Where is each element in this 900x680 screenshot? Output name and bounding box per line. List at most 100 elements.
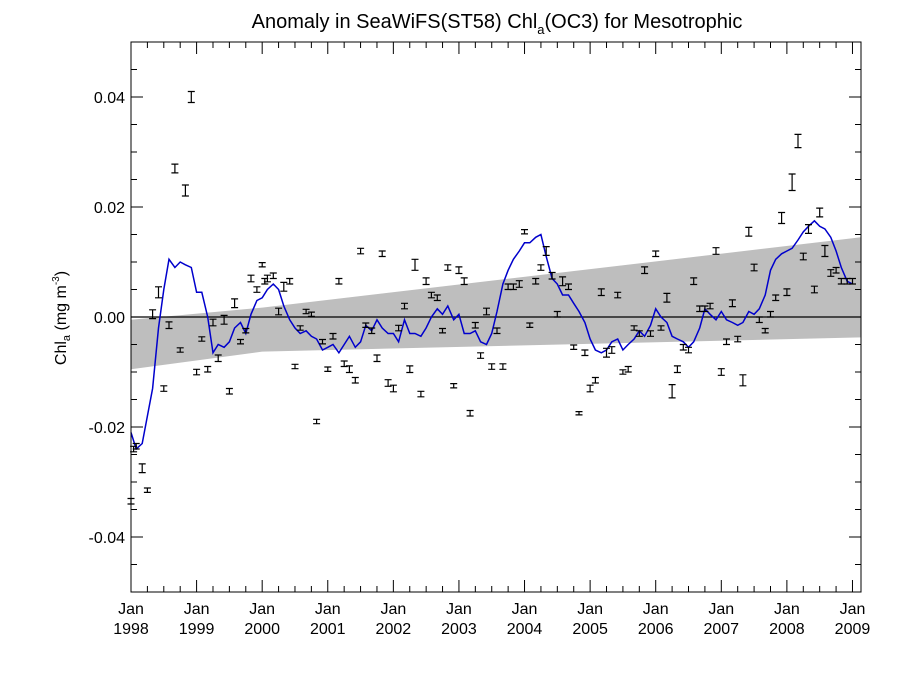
x-tick-label-year: 2007 bbox=[703, 621, 739, 638]
x-tick-label-month: Jan bbox=[315, 601, 341, 618]
data-point-errorbar bbox=[444, 264, 452, 271]
x-tick-label-year: 2006 bbox=[638, 621, 674, 638]
data-point-errorbar bbox=[483, 307, 490, 316]
x-tick-label-month: Jan bbox=[380, 601, 406, 618]
data-point-errorbar bbox=[570, 344, 578, 350]
data-point-errorbar bbox=[575, 411, 583, 416]
data-point-errorbar bbox=[728, 299, 736, 308]
data-point-errorbar bbox=[171, 163, 179, 174]
data-point-errorbar bbox=[750, 263, 758, 272]
plot-area: -0.04 -0.02 0.00 0.02 0.04 Jan 1998 Jan 1999 Jan 2… bbox=[89, 42, 870, 638]
x-tick-label-month: Jan bbox=[512, 601, 538, 618]
data-point-errorbar bbox=[269, 272, 277, 280]
data-point-errorbar bbox=[663, 292, 671, 303]
data-point-errorbar bbox=[761, 327, 769, 334]
data-point-errorbar bbox=[455, 266, 463, 275]
chart-title-prefix: Anomaly in SeaWiFS(ST58) Chl bbox=[252, 11, 538, 33]
data-point-errorbar bbox=[384, 379, 392, 387]
data-point-errorbar bbox=[799, 252, 807, 261]
data-point-errorbar bbox=[253, 286, 261, 293]
data-point-errorbar bbox=[433, 294, 441, 302]
data-point-errorbar bbox=[406, 365, 414, 374]
data-point-errorbar bbox=[832, 266, 840, 274]
data-point-errorbar bbox=[291, 363, 299, 370]
data-point-errorbar bbox=[559, 276, 567, 287]
data-point-errorbar bbox=[335, 277, 343, 285]
x-tick-label-year: 2002 bbox=[376, 621, 412, 638]
data-point-errorbar bbox=[258, 262, 266, 268]
data-point-errorbar bbox=[586, 384, 594, 393]
data-point-errorbar bbox=[597, 288, 605, 297]
data-point-errorbar bbox=[417, 390, 425, 398]
data-point-errorbar bbox=[493, 327, 501, 335]
y-axis-label-prefix: Chl bbox=[53, 341, 70, 365]
y-tick-label: -0.02 bbox=[89, 420, 126, 437]
data-point-errorbar bbox=[460, 277, 468, 286]
y-axis-label-superscript: -3 bbox=[51, 276, 62, 285]
data-point-errorbar bbox=[155, 286, 162, 299]
data-point-errorbar bbox=[247, 274, 255, 283]
x-tick-label-year: 2001 bbox=[310, 621, 346, 638]
x-tick-label-month: Jan bbox=[643, 601, 669, 618]
data-point-errorbar bbox=[296, 325, 304, 331]
data-point-errorbar bbox=[581, 349, 589, 357]
chart-title-suffix: (OC3) for Mesotrophic bbox=[545, 11, 743, 33]
data-point-errorbar bbox=[810, 285, 818, 294]
data-point-errorbar bbox=[767, 310, 774, 318]
data-point-errorbar bbox=[679, 343, 687, 351]
data-point-errorbar bbox=[176, 347, 184, 353]
data-point-errorbar bbox=[624, 365, 632, 373]
chart-title: Anomaly in SeaWiFS(ST58) Chla(OC3) for M… bbox=[252, 11, 743, 37]
data-point-errorbar bbox=[565, 283, 572, 291]
data-point-errorbar bbox=[368, 327, 376, 335]
data-point-errorbar bbox=[450, 383, 458, 389]
data-point-errorbar bbox=[165, 321, 173, 330]
data-point-errorbar bbox=[548, 271, 556, 280]
trend-band bbox=[131, 237, 861, 370]
data-point-errorbar bbox=[614, 291, 622, 299]
data-point-errorbar bbox=[373, 354, 381, 363]
data-point-errorbar bbox=[641, 266, 649, 275]
data-point-errorbar bbox=[821, 244, 829, 258]
data-point-errorbar bbox=[542, 246, 550, 256]
data-point-errorbar bbox=[181, 184, 189, 197]
x-tick-label-year: 2004 bbox=[507, 621, 543, 638]
x-tick-label-year: 1999 bbox=[179, 621, 215, 638]
data-point-errorbar bbox=[805, 224, 812, 234]
data-point-errorbar bbox=[324, 366, 332, 372]
x-tick-label-month: Jan bbox=[249, 601, 275, 618]
data-point-errorbar bbox=[755, 316, 763, 324]
data-point-errorbar bbox=[214, 354, 222, 363]
data-point-errorbar bbox=[701, 305, 709, 313]
data-point-errorbar bbox=[225, 387, 233, 395]
data-point-errorbar bbox=[427, 291, 435, 299]
data-point-errorbar bbox=[143, 487, 151, 493]
x-tick-label-year: 2005 bbox=[572, 621, 608, 638]
data-point-errorbar bbox=[772, 294, 780, 302]
data-point-errorbar bbox=[619, 369, 627, 375]
y-axis-label-mid: (mg m bbox=[53, 285, 70, 335]
data-point-errorbar bbox=[307, 311, 315, 317]
data-point-errorbar bbox=[187, 90, 195, 104]
data-point-errorbar bbox=[280, 281, 288, 292]
data-point-errorbar bbox=[673, 365, 681, 374]
data-point-errorbar bbox=[149, 309, 157, 320]
data-point-errorbar bbox=[351, 376, 359, 384]
data-point-errorbar bbox=[521, 229, 528, 235]
data-point-errorbar bbox=[357, 247, 365, 255]
x-tick-label-month: Jan bbox=[446, 601, 472, 618]
data-point-errorbar bbox=[668, 384, 676, 399]
data-point-errorbar bbox=[690, 277, 698, 286]
data-point-errorbar bbox=[488, 363, 496, 370]
data-point-errorbar bbox=[526, 322, 534, 328]
data-point-errorbar bbox=[132, 442, 140, 450]
y-axis-label-subscript: a bbox=[61, 334, 73, 341]
data-point-errorbar bbox=[477, 352, 485, 359]
data-point-errorbar bbox=[198, 336, 206, 342]
data-point-errorbar bbox=[242, 327, 250, 334]
data-point-errorbar bbox=[237, 338, 244, 345]
data-point-errorbar bbox=[717, 368, 725, 376]
data-point-errorbar bbox=[657, 325, 665, 331]
